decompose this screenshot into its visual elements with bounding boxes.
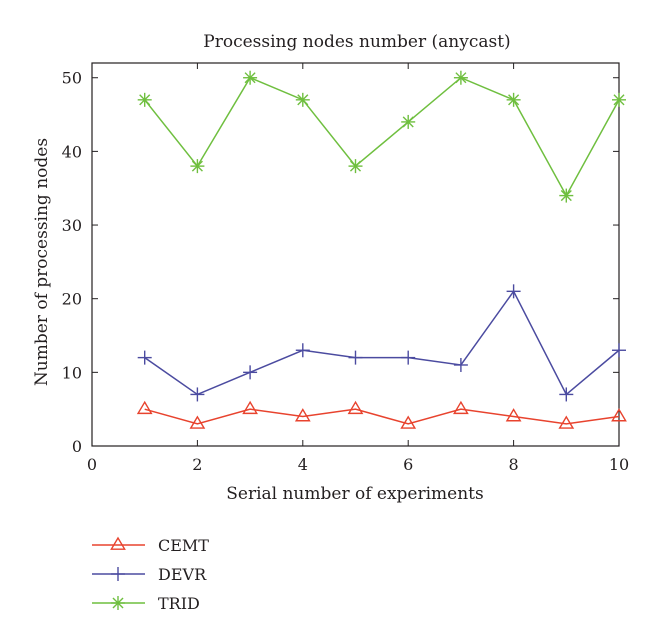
data-point-cemt bbox=[242, 400, 258, 415]
data-point-devr bbox=[243, 365, 258, 380]
data-point-devr bbox=[401, 350, 416, 365]
legend-marker bbox=[110, 536, 126, 550]
x-tick-label: 8 bbox=[509, 455, 519, 474]
y-tick-label: 30 bbox=[62, 216, 82, 235]
data-point-devr bbox=[348, 350, 363, 365]
data-point-trid bbox=[190, 159, 205, 174]
data-point-cemt bbox=[611, 408, 627, 422]
data-point-trid bbox=[348, 159, 363, 174]
data-point-devr bbox=[137, 350, 152, 365]
data-point-trid bbox=[401, 114, 416, 129]
series-trid bbox=[137, 70, 626, 203]
data-point-trid bbox=[612, 92, 626, 107]
x-axis: 0 2 4 6 8 10 bbox=[87, 63, 629, 474]
series-layer bbox=[136, 70, 627, 429]
data-point-cemt bbox=[453, 400, 469, 415]
legend-marker bbox=[111, 596, 125, 610]
series-line-trid bbox=[144, 76, 620, 198]
series-cemt bbox=[136, 400, 627, 429]
x-tick-label: 0 bbox=[87, 455, 97, 474]
data-point-trid bbox=[137, 92, 152, 107]
legend-label: DEVR bbox=[158, 565, 207, 584]
legend-label: CEMT bbox=[158, 536, 209, 555]
data-point-trid bbox=[559, 188, 574, 203]
data-point-devr bbox=[295, 343, 310, 358]
data-point-cemt bbox=[294, 408, 311, 422]
data-point-cemt bbox=[189, 415, 206, 429]
data-point-trid bbox=[243, 70, 258, 85]
y-axis: 0 10 20 30 40 50 bbox=[62, 69, 619, 456]
data-point-trid bbox=[506, 92, 521, 107]
x-tick-label: 10 bbox=[609, 455, 629, 474]
data-point-cemt bbox=[400, 415, 417, 429]
data-point-devr bbox=[453, 357, 468, 372]
chart-title: Processing nodes number (anycast) bbox=[203, 32, 510, 52]
data-point-devr bbox=[506, 284, 521, 299]
series-line-cemt bbox=[144, 408, 620, 425]
data-point-devr bbox=[559, 387, 574, 402]
legend-item-cemt: CEMT bbox=[92, 536, 209, 555]
data-point-cemt bbox=[505, 408, 522, 422]
data-point-trid bbox=[295, 92, 310, 107]
legend-label: TRID bbox=[158, 594, 200, 613]
legend-item-trid: TRID bbox=[92, 594, 200, 613]
data-point-cemt bbox=[558, 415, 575, 429]
x-tick-label: 6 bbox=[403, 455, 413, 474]
y-tick-label: 40 bbox=[62, 142, 82, 161]
data-point-cemt bbox=[347, 400, 364, 415]
data-point-trid bbox=[453, 70, 468, 85]
plot-area bbox=[91, 62, 620, 447]
series-devr bbox=[137, 284, 626, 402]
y-tick-label: 50 bbox=[62, 69, 82, 88]
y-tick-label: 0 bbox=[72, 437, 82, 456]
series-line-devr bbox=[144, 289, 620, 396]
legend-item-devr: DEVR bbox=[92, 565, 207, 584]
y-tick-label: 10 bbox=[62, 363, 82, 382]
y-axis-label: Number of processing nodes bbox=[32, 138, 52, 386]
x-tick-label: 4 bbox=[298, 455, 308, 474]
data-point-cemt bbox=[136, 400, 153, 415]
x-axis-label: Serial number of experiments bbox=[226, 484, 484, 504]
legend-marker bbox=[111, 567, 125, 581]
data-point-devr bbox=[612, 343, 626, 358]
legend: CEMT DEVR TRID bbox=[92, 536, 209, 613]
data-point-devr bbox=[190, 387, 205, 402]
y-tick-label: 20 bbox=[62, 290, 82, 309]
x-tick-label: 2 bbox=[192, 455, 202, 474]
